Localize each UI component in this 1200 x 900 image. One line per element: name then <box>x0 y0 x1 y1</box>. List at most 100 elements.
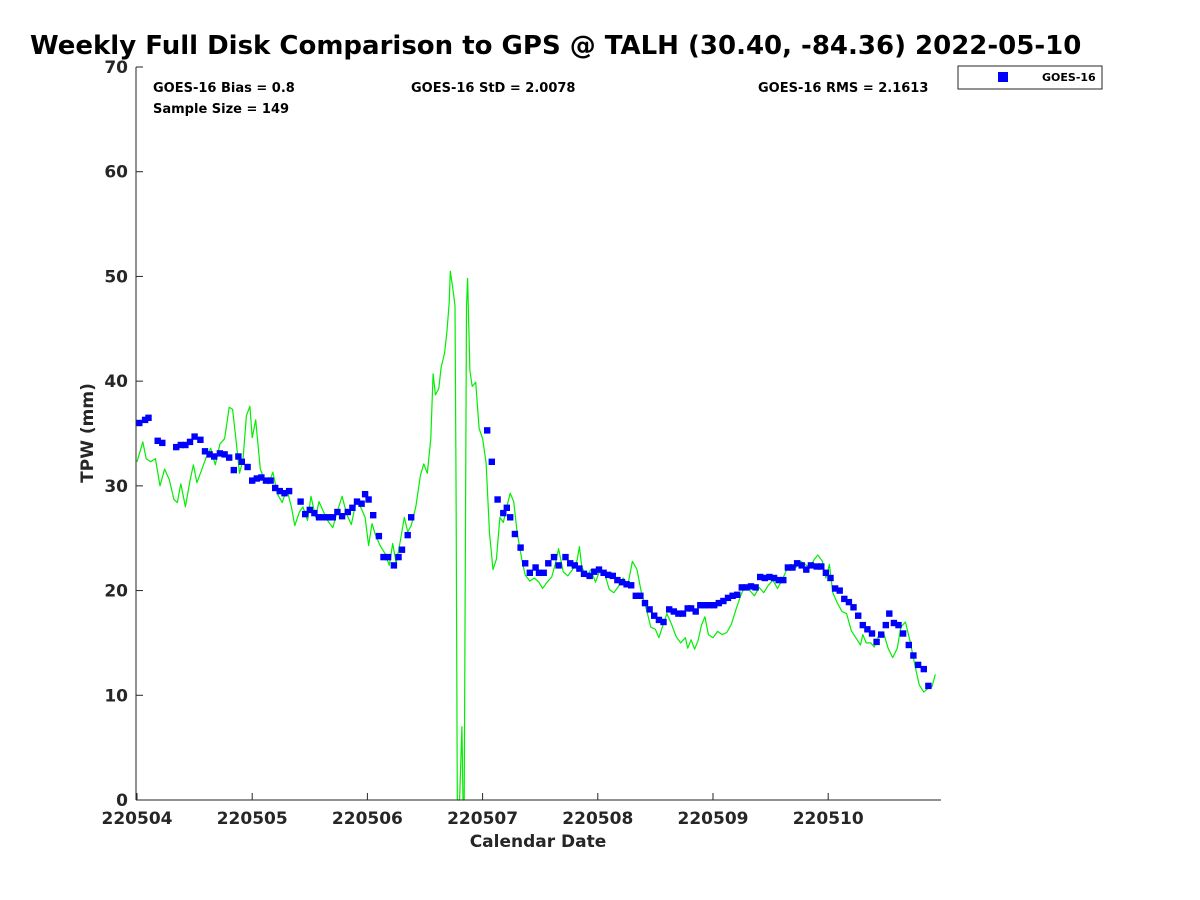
goes16-point <box>154 437 161 444</box>
y-tick-label: 40 <box>104 372 128 392</box>
goes16-point <box>238 458 245 465</box>
goes16-point <box>580 570 588 577</box>
goes16-point <box>216 450 224 457</box>
goes16-point <box>845 598 853 606</box>
goes16-point <box>586 572 593 580</box>
legend-label-goes16: GOES-16 <box>1042 71 1096 84</box>
goes16-point <box>780 576 787 584</box>
goes16-point <box>522 560 529 567</box>
goes16-point <box>230 466 237 474</box>
goes16-point <box>353 498 361 505</box>
goes16-point <box>715 599 722 607</box>
goes16-point <box>555 562 562 569</box>
goes16-point <box>272 484 279 492</box>
goes16-point <box>404 531 411 539</box>
goes16-point <box>398 546 406 553</box>
goes16-point <box>914 661 922 669</box>
goes16-point <box>864 626 871 633</box>
goes16-point <box>609 572 616 580</box>
goes16-point <box>540 569 547 576</box>
goes16-point <box>511 530 519 538</box>
goes16-point <box>925 682 932 690</box>
goes16-point <box>186 438 194 446</box>
goes16-point <box>370 512 377 519</box>
goes16-point <box>697 602 704 609</box>
goes16-point <box>738 584 745 591</box>
goes16-point <box>395 553 402 561</box>
goes16-point <box>325 514 332 521</box>
goes16-point <box>670 608 677 615</box>
goes16-point <box>494 496 501 503</box>
goes16-point <box>752 584 759 591</box>
goes16-point <box>747 583 755 590</box>
goes16-point <box>306 506 313 514</box>
goes16-point <box>724 594 732 602</box>
goes16-point <box>365 496 372 503</box>
goes16-point <box>882 621 889 629</box>
goes16-point <box>285 487 293 495</box>
x-tick-label: 220510 <box>793 809 864 829</box>
goes16-point <box>793 560 801 567</box>
goes16-point <box>836 587 843 594</box>
goes16-point <box>878 631 885 638</box>
legend-marker-goes16 <box>998 72 1008 82</box>
goes16-point <box>770 574 778 582</box>
goes16-point <box>655 616 663 624</box>
x-tick-label: 220505 <box>217 809 288 829</box>
goes16-point <box>711 602 718 609</box>
goes16-point <box>618 579 626 586</box>
goes16-point <box>380 553 387 561</box>
goes16-point <box>235 453 242 460</box>
series-layer <box>136 270 936 801</box>
goes16-point <box>517 544 524 551</box>
goes16-point <box>605 571 612 579</box>
goes16-point <box>899 630 907 637</box>
goes16-point <box>249 477 256 484</box>
goes16-point <box>818 563 825 570</box>
goes16-point <box>600 569 607 576</box>
goes16-point <box>532 564 539 571</box>
goes16-point <box>191 433 198 440</box>
goes16-point <box>868 630 876 637</box>
goes16-point <box>666 606 673 613</box>
y-tick-label: 70 <box>104 58 128 78</box>
x-axis-label: Calendar Date <box>470 832 607 852</box>
goes16-point <box>831 585 839 592</box>
goes16-point <box>500 509 507 517</box>
goes16-point <box>173 443 180 451</box>
x-tick-label: 220507 <box>447 809 518 829</box>
goes16-point <box>262 477 270 484</box>
x-axis-ticks: 220504 220505 220506 220507 220508 220509 2205… <box>102 793 864 829</box>
goes16-point <box>201 448 209 455</box>
plot-area <box>136 67 941 800</box>
goes16-point <box>701 602 709 609</box>
goes16-point <box>344 508 351 516</box>
goes16-point <box>628 582 635 589</box>
goes16-point <box>358 500 365 507</box>
goes16-point <box>507 514 514 521</box>
goes16-point <box>807 562 815 569</box>
goes16-point <box>206 451 213 458</box>
goes16-point <box>484 427 491 434</box>
goes16-point <box>623 581 630 588</box>
goes16-point <box>789 564 796 571</box>
goes16-point <box>141 416 149 424</box>
goes16-point <box>526 569 533 576</box>
goes16-point <box>734 591 741 598</box>
y-axis-label: TPW (mm) <box>78 383 98 483</box>
goes16-point <box>813 563 820 570</box>
goes16-point <box>221 451 228 458</box>
goes16-point <box>646 606 653 613</box>
legend: GOES-16 <box>957 65 1103 90</box>
goes16-point <box>349 504 356 511</box>
goes16-point <box>784 564 792 571</box>
goes16-point <box>895 621 902 629</box>
goes16-point <box>841 595 848 603</box>
goes16-point <box>859 621 866 629</box>
y-tick-label: 20 <box>104 582 128 602</box>
goes16-point <box>827 574 834 582</box>
stat-rms: GOES-16 RMS = 2.1613 <box>758 81 928 96</box>
x-tick-label: 220504 <box>102 809 173 829</box>
goes16-point <box>226 454 233 461</box>
